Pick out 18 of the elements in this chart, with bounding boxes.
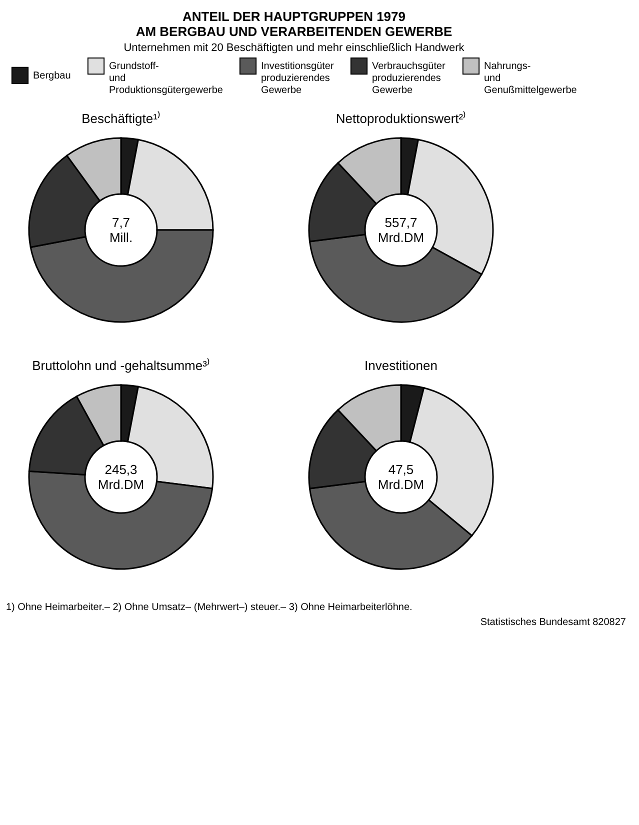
text: 1) Ohne Heimarbeiter.– 2) Ohne Umsatz– (Mehrwert–) steuer.– 3) Ohne Heimarbeiterlöhne. bbox=[6, 602, 414, 613]
legend-label: Bergbau bbox=[33, 70, 71, 82]
text: 7,7 Mill. bbox=[109, 215, 133, 245]
legend-label: Nahrungs- und Genußmittelgewerbe bbox=[484, 61, 578, 96]
text: 47,5 Mrd.DM bbox=[378, 462, 424, 492]
text: Unternehmen mit 20 Beschäftigten und mehr einschließlich Handwerk bbox=[124, 42, 465, 54]
text: 557,7 Mrd.DM bbox=[378, 215, 424, 245]
chart-title: Nettoproduktionswert²⁾ bbox=[336, 111, 466, 126]
legend-label: Verbrauchsgüter produzierendes Gewerbe bbox=[372, 61, 446, 96]
text: 245,3 Mrd.DM bbox=[98, 462, 144, 492]
chart-title: Bruttolohn und -gehaltsumme³⁾ bbox=[32, 358, 210, 373]
legend-label: Grundstoff- und Produktionsgütergewerbe bbox=[109, 61, 224, 96]
text: ANTEIL DER HAUPTGRUPPEN 1979 bbox=[182, 9, 406, 24]
chart-title: Investitionen bbox=[364, 358, 438, 373]
text: AM BERGBAU UND VERARBEITENDEN GEWERBE bbox=[136, 24, 452, 39]
text: Statistisches Bundesamt 820827 bbox=[479, 617, 626, 628]
text: Beschäftigte¹⁾ bbox=[82, 111, 160, 126]
legend-label: Investitionsgüter produzierendes Gewerbe bbox=[261, 61, 334, 96]
